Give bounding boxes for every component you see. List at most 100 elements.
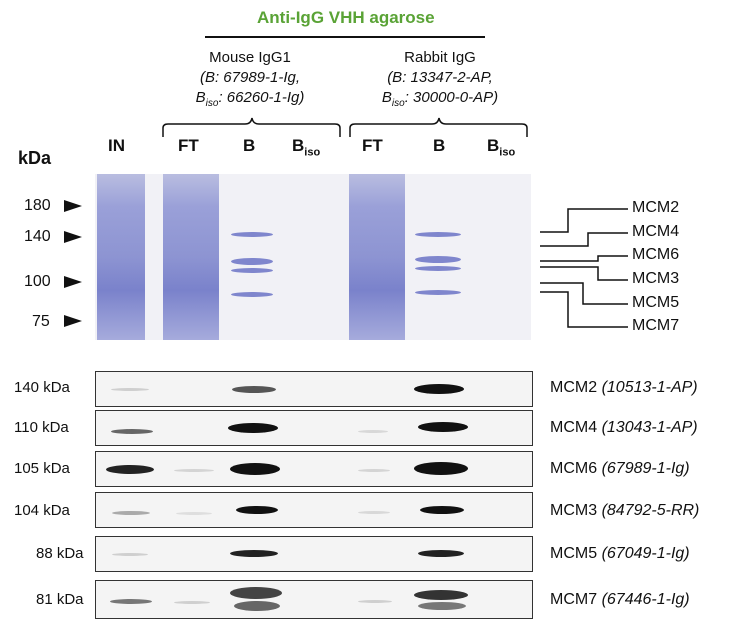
blot-band — [358, 430, 388, 433]
blot-band — [414, 384, 464, 394]
gel-band — [415, 290, 461, 295]
blot-band — [230, 550, 278, 557]
blot-protein: MCM7 — [550, 591, 598, 608]
gel-label-mcm3: MCM3 — [632, 270, 680, 287]
biso-mouse-b: B — [292, 136, 305, 155]
blot-label-mcm4: MCM4 (13043-1-AP) — [550, 419, 698, 437]
blot-mcm4 — [95, 410, 533, 446]
mouse-iso-line: : 66260-1-Ig) — [218, 89, 305, 106]
gel-band — [231, 292, 273, 297]
blot-band — [234, 601, 280, 611]
gel-lane-ft-rabbit — [349, 174, 405, 340]
blot-protein: MCM4 — [550, 419, 598, 436]
blot-label-mcm3: MCM3 (84792-5-RR) — [550, 502, 699, 520]
rabbit-iso-line: : 30000-0-AP) — [404, 89, 499, 106]
blot-band — [106, 465, 154, 474]
blot-protein: MCM5 — [550, 545, 598, 562]
rabbit-name: Rabbit IgG — [404, 49, 476, 66]
lane-label-ft-mouse: FT — [178, 136, 199, 155]
title-rule — [205, 36, 485, 38]
blot-kda-mcm3: 104 kDa — [14, 502, 70, 519]
figure-title: Anti-IgG VHH agarose — [257, 8, 435, 27]
lane-label-b-rabbit: B — [433, 136, 446, 155]
blot-kda-mcm4: 110 kDa — [14, 419, 69, 436]
gel-annotation-lines — [540, 208, 628, 328]
blot-band — [230, 587, 282, 599]
rabbit-header: Rabbit IgG (B: 13347-2-AP, Biso: 30000-0… — [350, 48, 530, 114]
gel-lane-in — [97, 174, 145, 340]
gel-label-mcm7: MCM7 — [632, 317, 680, 334]
blot-band — [414, 462, 468, 475]
blot-kda-mcm2: 140 kDa — [14, 379, 70, 396]
biso-rabbit-sub: iso — [499, 146, 516, 159]
blot-label-mcm6: MCM6 (67989-1-Ig) — [550, 460, 690, 478]
lane-label-biso-mouse: Biso — [292, 136, 320, 158]
kda-header: kDa — [18, 148, 52, 168]
blot-label-mcm5: MCM5 (67049-1-Ig) — [550, 545, 690, 563]
blot-band — [358, 469, 390, 472]
rabbit-iso-sub: iso — [391, 98, 405, 109]
blot-band — [418, 550, 464, 557]
gel-label-mcm4: MCM4 — [632, 223, 680, 240]
lane-label-b-mouse: B — [243, 136, 256, 155]
blot-band — [228, 423, 278, 433]
lane-label-ft-rabbit: FT — [362, 136, 383, 155]
blot-protein: MCM2 — [550, 379, 598, 396]
mouse-bait-line: (B: 67989-1-Ig, — [199, 69, 301, 86]
marker-100: 100 — [24, 273, 51, 290]
blot-protein: MCM6 — [550, 460, 598, 477]
gel-lane-ft-mouse — [163, 174, 219, 340]
gel-band — [231, 258, 273, 265]
marker-75: 75 — [32, 313, 50, 330]
rabbit-bait-line: (B: 13347-2-AP, — [387, 69, 493, 86]
blot-antibody: (13043-1-AP) — [601, 419, 698, 436]
gel-band — [415, 232, 461, 237]
blot-band — [358, 600, 392, 603]
blot-antibody: (10513-1-AP) — [601, 379, 698, 396]
blot-band — [230, 463, 280, 475]
blot-band — [112, 511, 150, 515]
blot-band — [418, 602, 466, 610]
gel-band — [231, 232, 273, 237]
blot-mcm6 — [95, 451, 533, 487]
blot-band — [112, 553, 148, 556]
blot-band — [110, 599, 152, 604]
coomassie-gel — [95, 174, 531, 340]
marker-180: 180 — [24, 197, 51, 214]
blot-antibody: (67446-1-Ig) — [601, 591, 690, 608]
rabbit-iso-prefix: B — [381, 89, 392, 106]
biso-mouse-sub: iso — [304, 146, 321, 159]
mouse-brace — [162, 117, 341, 137]
arrow-icon — [64, 276, 82, 288]
mouse-iso-prefix: B — [195, 89, 206, 106]
arrow-icon — [64, 231, 82, 243]
blot-label-mcm7: MCM7 (67446-1-Ig) — [550, 591, 690, 609]
blot-band — [420, 506, 464, 514]
arrow-icon — [64, 200, 82, 212]
rabbit-brace — [349, 117, 528, 137]
blot-kda-mcm6: 105 kDa — [14, 460, 70, 477]
blot-band — [418, 422, 468, 432]
blot-kda-mcm5: 88 kDa — [36, 545, 84, 562]
group-braces — [162, 117, 528, 137]
gel-label-mcm6: MCM6 — [632, 246, 680, 263]
blot-mcm7 — [95, 580, 533, 619]
blot-band — [174, 601, 210, 604]
gel-label-mcm2: MCM2 — [632, 199, 680, 216]
blot-band — [358, 511, 390, 514]
biso-rabbit-b: B — [487, 136, 500, 155]
mouse-name: Mouse IgG1 — [209, 49, 291, 66]
lane-label-in: IN — [108, 136, 125, 155]
blot-kda-mcm7: 81 kDa — [36, 591, 84, 608]
blot-band — [232, 386, 276, 393]
mouse-header: Mouse IgG1 (B: 67989-1-Ig, Biso: 66260-1… — [160, 48, 340, 114]
blot-mcm5 — [95, 536, 533, 572]
blot-antibody: (67049-1-Ig) — [601, 545, 690, 562]
gel-band — [415, 256, 461, 263]
blot-antibody: (67989-1-Ig) — [601, 460, 690, 477]
blot-protein: MCM3 — [550, 502, 598, 519]
marker-arrows — [64, 200, 82, 327]
blot-band — [174, 469, 214, 472]
mouse-iso-sub: iso — [205, 98, 219, 109]
blot-band — [176, 512, 212, 515]
